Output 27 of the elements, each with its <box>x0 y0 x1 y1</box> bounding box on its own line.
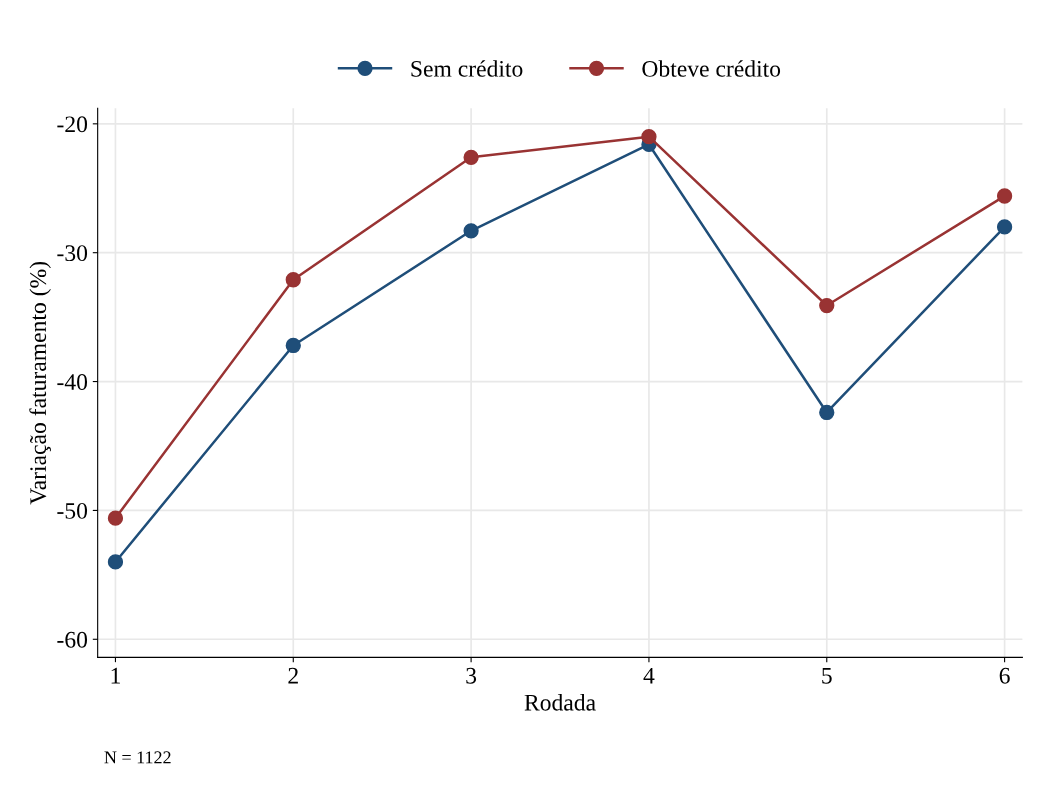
x-tick-label: 2 <box>288 667 298 684</box>
point <box>285 337 301 354</box>
legend-label: Sem crédito <box>411 60 523 77</box>
x-axis-title: Rodada <box>524 694 596 711</box>
y-tick-label: -50 <box>57 502 88 519</box>
x-tick-label: 1 <box>111 667 120 684</box>
x-tick-label: 6 <box>999 667 1010 684</box>
text: N = 1122 <box>104 751 171 764</box>
x-tick-label: 4 <box>643 667 655 684</box>
point <box>463 149 479 165</box>
point <box>285 272 301 288</box>
point <box>819 404 835 421</box>
y-tick-label: -40 <box>57 374 88 390</box>
x-tick-label: 3 <box>466 667 477 684</box>
point <box>996 219 1013 235</box>
y-tick-label: -30 <box>57 245 88 262</box>
point <box>819 297 835 314</box>
point <box>996 188 1013 204</box>
x-tick-label: 5 <box>822 667 832 684</box>
point <box>107 510 124 526</box>
point <box>641 129 657 145</box>
y-tick-label: -60 <box>57 631 88 648</box>
y-axis-title: Variação faturamento (%) <box>29 261 51 505</box>
legend-label: Obteve crédito <box>642 60 781 77</box>
point <box>107 554 124 570</box>
point <box>463 223 479 239</box>
y-tick-label: -20 <box>57 116 88 133</box>
